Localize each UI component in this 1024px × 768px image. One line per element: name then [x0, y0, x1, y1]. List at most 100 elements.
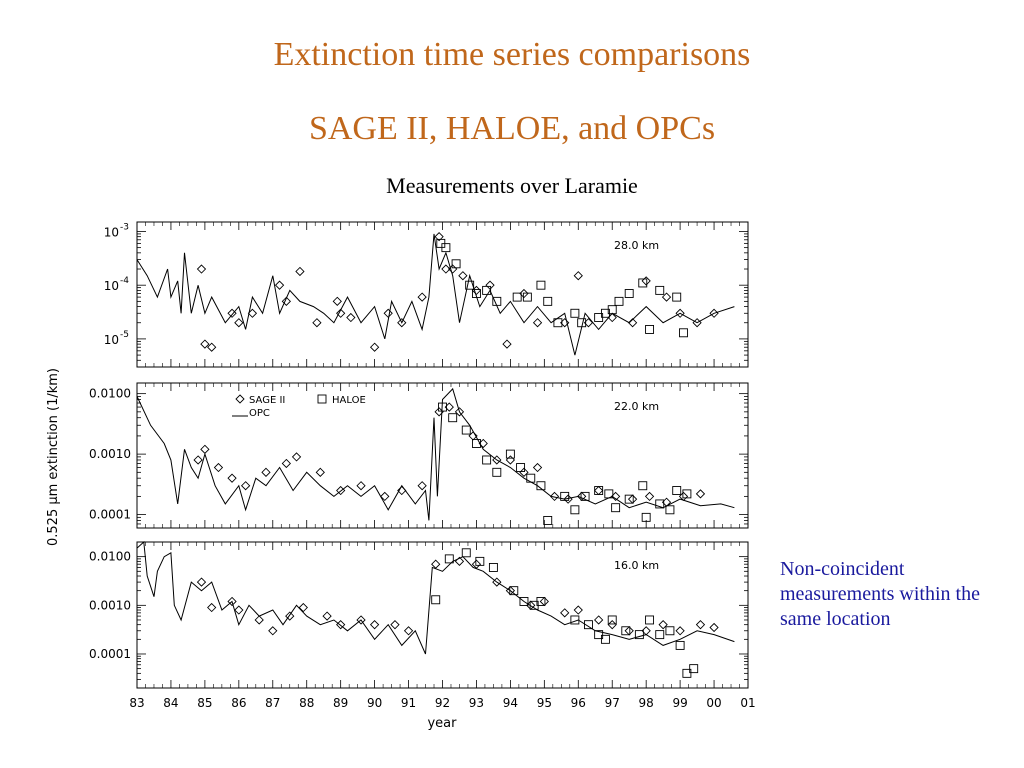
- x-tick-label: 97: [605, 696, 620, 710]
- haloe-point: [607, 305, 617, 315]
- sage-point: [607, 620, 617, 630]
- haloe-point: [471, 289, 481, 298]
- sage-point: [369, 620, 380, 630]
- x-tick-label: 83: [129, 696, 144, 710]
- x-tick-label: 94: [503, 696, 518, 710]
- sage-point: [397, 485, 407, 496]
- haloe-point: [679, 328, 688, 338]
- haloe-point: [553, 318, 563, 328]
- sage-point: [315, 467, 325, 477]
- legend-haloe-label: HALOE: [332, 395, 366, 406]
- sage-point: [644, 491, 655, 502]
- haloe-point: [492, 467, 502, 477]
- sage-point: [675, 308, 685, 318]
- sage-point: [471, 559, 482, 569]
- side-note: Non-coincident measurements within the s…: [780, 558, 980, 630]
- sage-point: [661, 292, 672, 302]
- sage-point: [227, 596, 237, 607]
- legend-haloe-marker: [317, 394, 327, 404]
- sage-point: [254, 615, 264, 625]
- haloe-point: [461, 548, 471, 558]
- sage-point: [692, 318, 702, 328]
- haloe-point: [526, 473, 536, 483]
- haloe-point: [682, 668, 692, 678]
- sage-point: [532, 462, 543, 473]
- y-tick-label: 10: [104, 333, 119, 347]
- sage-point: [200, 339, 210, 349]
- sage-point: [403, 626, 414, 636]
- sage-point: [594, 485, 604, 496]
- haloe-point: [492, 296, 502, 306]
- sage-point: [563, 494, 573, 504]
- sage-point: [346, 312, 356, 323]
- sage-point: [213, 462, 224, 473]
- x-tick-label: 91: [401, 696, 416, 710]
- x-tick-label: 96: [571, 696, 586, 710]
- haloe-point: [665, 505, 675, 515]
- sage-point: [519, 467, 529, 477]
- sage-point: [369, 342, 380, 352]
- panel-1: 0.0100 0.0010 0.0001 22.0 km SAGE II HALOE OPC: [89, 382, 749, 529]
- sage-point: [268, 626, 278, 636]
- sage-point: [485, 280, 495, 290]
- sage-point: [695, 489, 706, 499]
- y-tick-label: 10: [104, 225, 119, 239]
- sage-point: [434, 232, 444, 242]
- sage-point: [196, 264, 207, 274]
- sage-point: [383, 308, 393, 318]
- haloe-point: [482, 455, 492, 465]
- sage-point: [454, 556, 465, 567]
- sage-point: [641, 276, 651, 286]
- sage-point: [234, 318, 244, 328]
- haloe-point: [465, 280, 475, 290]
- sage-point: [234, 605, 244, 615]
- x-tick-label: 90: [367, 696, 382, 710]
- haloe-point: [505, 449, 515, 459]
- altitude-label: 22.0 km: [614, 400, 659, 413]
- sage-point: [505, 455, 516, 465]
- x-tick-label: 88: [299, 696, 314, 710]
- haloe-point: [594, 630, 604, 640]
- haloe-point: [638, 278, 648, 288]
- sage-point: [594, 615, 604, 625]
- sage-point: [458, 271, 468, 281]
- panel-2: 0.0100 0.0010 0.0001 83 84 85 86 87 88 89 90 91 92 93…: [89, 540, 756, 710]
- sage-point: [332, 296, 342, 306]
- haloe-point: [665, 626, 675, 636]
- sage-point: [624, 626, 634, 636]
- slide-subtitle: SAGE II, HALOE, and OPCs: [308, 110, 716, 147]
- haloe-point: [522, 292, 532, 302]
- sage-point: [227, 308, 237, 318]
- haloe-point: [600, 634, 610, 644]
- haloe-point: [516, 463, 526, 472]
- haloe-point: [441, 243, 451, 253]
- legend-sage-marker: [235, 394, 245, 404]
- haloe-point: [482, 285, 492, 295]
- sage-point: [281, 296, 291, 306]
- sage-point: [678, 491, 689, 502]
- haloe-point: [634, 630, 644, 640]
- sage-point: [247, 308, 258, 318]
- sage-point: [336, 308, 346, 318]
- sage-point: [380, 491, 390, 502]
- x-tick-label: 93: [469, 696, 484, 710]
- sage-point: [560, 608, 570, 618]
- haloe-point: [624, 494, 634, 504]
- haloe-point: [594, 486, 604, 495]
- opc-line: [136, 233, 735, 356]
- sage-point: [285, 611, 295, 621]
- sage-point: [434, 407, 444, 417]
- haloe-point: [444, 554, 454, 564]
- haloe-point: [624, 289, 634, 298]
- haloe-point: [675, 640, 685, 650]
- haloe-point: [611, 503, 621, 513]
- sage-point: [397, 318, 407, 328]
- x-tick-label: 89: [333, 696, 348, 710]
- chart-heading: Measurements over Laramie: [386, 173, 638, 198]
- haloe-point: [570, 505, 580, 515]
- y-tick-label: 0.0010: [89, 598, 131, 612]
- haloe-point: [638, 481, 648, 491]
- haloe-point: [536, 597, 546, 606]
- sage-point: [519, 288, 529, 299]
- haloe-point: [560, 491, 570, 501]
